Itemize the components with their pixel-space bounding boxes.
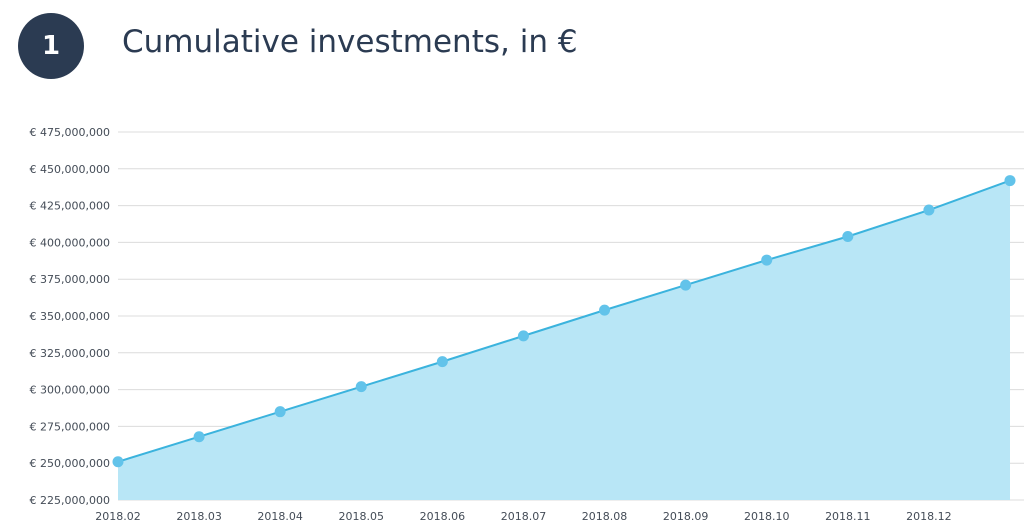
chart-title: Cumulative investments, in € bbox=[122, 24, 578, 60]
step-number: 1 bbox=[41, 31, 61, 61]
y-tick-label: € 275,000,000 bbox=[30, 420, 110, 433]
x-tick-label: 2018.07 bbox=[501, 510, 547, 523]
data-point bbox=[680, 279, 692, 291]
data-point bbox=[355, 381, 367, 393]
area-fill bbox=[118, 180, 1010, 501]
y-tick-label: € 450,000,000 bbox=[30, 163, 110, 176]
data-point bbox=[193, 431, 205, 443]
x-tick-label: 2018.10 bbox=[744, 510, 790, 523]
x-tick-label: 2018.09 bbox=[663, 510, 709, 523]
series-line bbox=[117, 179, 1011, 463]
x-tick-label: 2018.04 bbox=[257, 510, 303, 523]
step-number-badge: 1 bbox=[18, 13, 84, 79]
y-tick-label: € 400,000,000 bbox=[30, 236, 110, 249]
x-tick-label: 2018.12 bbox=[906, 510, 952, 523]
y-tick-label: € 300,000,000 bbox=[30, 384, 110, 397]
data-point bbox=[274, 406, 286, 418]
y-tick-label: € 425,000,000 bbox=[30, 200, 110, 213]
x-tick-label: 2018.06 bbox=[420, 510, 466, 523]
data-point bbox=[517, 330, 529, 342]
x-tick-label: 2018.05 bbox=[339, 510, 385, 523]
data-point bbox=[761, 254, 773, 266]
y-tick-label: € 325,000,000 bbox=[30, 347, 110, 360]
data-point bbox=[436, 356, 448, 368]
y-tick-label: € 350,000,000 bbox=[30, 310, 110, 323]
x-tick-label: 2018.03 bbox=[176, 510, 222, 523]
y-tick-label: € 375,000,000 bbox=[30, 273, 110, 286]
y-tick-label: € 250,000,000 bbox=[30, 457, 110, 470]
data-point bbox=[923, 204, 935, 216]
x-tick-label: 2018.02 bbox=[95, 510, 141, 523]
data-point bbox=[112, 456, 124, 468]
data-point bbox=[842, 231, 854, 243]
data-point bbox=[599, 304, 611, 316]
y-tick-label: € 475,000,000 bbox=[30, 126, 110, 139]
x-tick-label: 2018.11 bbox=[825, 510, 871, 523]
data-point bbox=[1004, 175, 1016, 187]
x-tick-label: 2018.08 bbox=[582, 510, 628, 523]
y-tick-label: € 225,000,000 bbox=[30, 494, 110, 507]
